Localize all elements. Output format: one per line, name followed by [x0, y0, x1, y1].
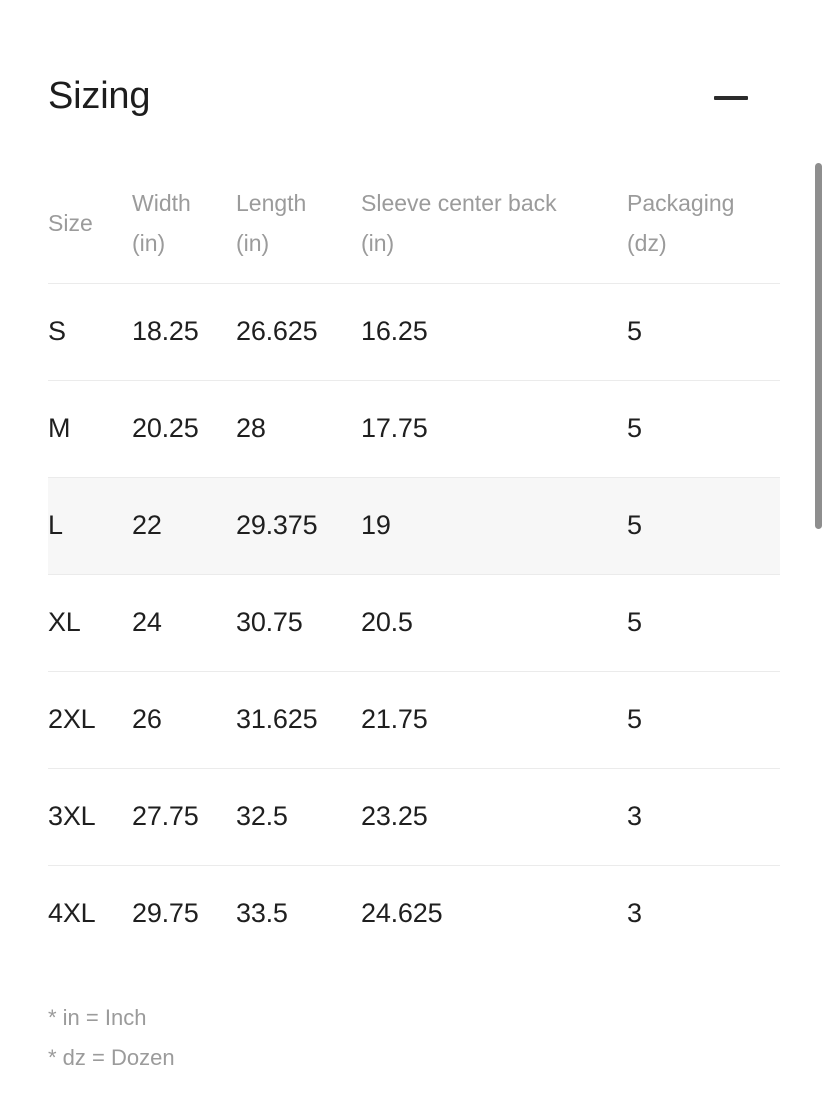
- sizing-table: Size Width (in) Length (in) Sleeve cente…: [48, 163, 780, 962]
- cell-packaging: 5: [627, 283, 780, 381]
- column-unit: (dz): [627, 229, 667, 256]
- cell-size: L: [48, 477, 132, 575]
- cell-size: 4XL: [48, 898, 96, 929]
- cell-size: XL: [48, 574, 132, 672]
- column-unit: (in): [361, 229, 395, 256]
- cell-sleeve: 23.25: [361, 768, 627, 866]
- cell-packaging: 5: [627, 671, 780, 769]
- footnote-inch: * in = Inch: [48, 1005, 147, 1030]
- cell-packaging: 5: [627, 574, 780, 672]
- collapse-section-button[interactable]: [703, 78, 759, 118]
- cell-size: 3XL: [48, 768, 132, 866]
- footnote-dozen: * dz = Dozen: [48, 1045, 175, 1070]
- cell-size: S: [48, 283, 132, 381]
- table-row-3xl: 3XL 27.75 32.5 23.25 3: [48, 768, 780, 866]
- column-header-length: Length (in): [236, 163, 361, 284]
- table-header-row: Size Width (in) Length (in) Sleeve cente…: [48, 163, 780, 284]
- scrollbar-thumb[interactable]: [815, 163, 822, 529]
- column-label: Sleeve center back: [361, 189, 557, 216]
- table-row-xl: XL 24 30.75 20.5 5: [48, 574, 780, 672]
- cell-width: 18.25: [132, 283, 236, 381]
- cell-packaging: 3: [627, 898, 642, 929]
- column-label: Length: [236, 189, 307, 216]
- table-row-4xl: 4XL 29.75 33.5 24.625 3: [48, 865, 780, 962]
- table-row-l: L 22 29.375 19 5: [48, 477, 780, 575]
- table-row-2xl: 2XL 26 31.625 21.75 5: [48, 671, 780, 769]
- cell-sleeve: 20.5: [361, 574, 627, 672]
- column-header-width: Width (in): [132, 163, 236, 284]
- cell-sleeve: 16.25: [361, 283, 627, 381]
- minus-icon: [714, 96, 748, 100]
- column-header-sleeve-center-back: Sleeve center back (in): [361, 163, 627, 284]
- cell-length: 28: [236, 380, 361, 478]
- cell-packaging: 5: [627, 477, 780, 575]
- column-unit: (in): [236, 229, 270, 256]
- cell-sleeve: 19: [361, 477, 627, 575]
- table-row-s: S 18.25 26.625 16.25 5: [48, 283, 780, 381]
- cell-width: 26: [132, 671, 236, 769]
- sizing-table-container: Size Width (in) Length (in) Sleeve cente…: [48, 163, 780, 962]
- cell-length: 26.625: [236, 283, 361, 381]
- cell-width: 29.75: [132, 898, 199, 929]
- footnotes: * in = Inch * dz = Dozen: [48, 998, 175, 1078]
- cell-width: 24: [132, 574, 236, 672]
- table-row-m: M 20.25 28 17.75 5: [48, 380, 780, 478]
- cell-sleeve: 24.625: [361, 898, 443, 929]
- cell-length: 33.5: [236, 898, 288, 929]
- cell-length: 31.625: [236, 671, 361, 769]
- cell-packaging: 3: [627, 768, 780, 866]
- cell-packaging: 5: [627, 380, 780, 478]
- cell-width: 27.75: [132, 768, 236, 866]
- column-label: Size: [48, 209, 93, 236]
- cell-length: 29.375: [236, 477, 361, 575]
- cell-width: 22: [132, 477, 236, 575]
- column-label: Width: [132, 189, 191, 216]
- cell-sleeve: 17.75: [361, 380, 627, 478]
- cell-length: 32.5: [236, 768, 361, 866]
- column-unit: (in): [132, 229, 166, 256]
- column-header-packaging: Packaging (dz): [627, 163, 780, 284]
- column-header-size: Size: [48, 163, 132, 284]
- column-label: Packaging: [627, 189, 735, 216]
- cell-length: 30.75: [236, 574, 361, 672]
- cell-size: 2XL: [48, 671, 132, 769]
- cell-size: M: [48, 380, 132, 478]
- cell-sleeve: 21.75: [361, 671, 627, 769]
- section-title: Sizing: [48, 75, 151, 117]
- cell-width: 20.25: [132, 380, 236, 478]
